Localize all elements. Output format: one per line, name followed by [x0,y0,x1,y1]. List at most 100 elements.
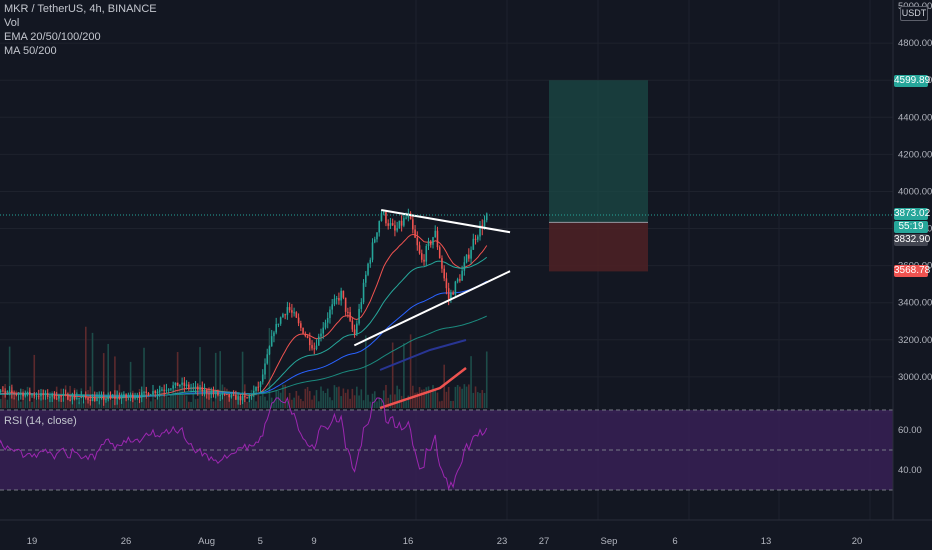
volume-bar [454,386,457,408]
volume-bar [152,392,154,408]
candle-body [40,393,42,397]
candle-body [293,312,295,314]
candle-body [302,327,304,334]
candle-body [360,302,363,309]
stop-zone [549,222,648,272]
candle-body [288,307,291,311]
price-tick-label: 4200.00 [898,149,932,160]
volume-bar [2,386,4,408]
indicator-ema[interactable]: EMA 20/50/100/200 [4,31,101,43]
volume-bar [351,388,354,408]
volume-bar [194,399,197,408]
candle-body [270,336,273,347]
currency-button[interactable]: USDT [900,6,928,21]
volume-bar [474,386,477,408]
indicator-ma[interactable]: MA 50/200 [4,45,57,57]
symbol-title[interactable]: MKR / TetherUS, 4h, BINANCE [4,3,157,15]
candle-body [154,391,157,394]
volume-bar [214,352,217,408]
volume-bar [127,396,130,408]
candle-body [226,393,228,395]
candle-body [474,238,477,240]
candle-body [158,390,161,392]
candle-body [282,314,284,318]
volume-bar [385,384,387,408]
volume-bar [367,394,369,408]
candle-body [55,398,58,400]
candle-body [174,382,177,386]
indicator-vol[interactable]: Vol [4,17,20,29]
candle-body [170,388,172,390]
price-tick-label: 4000.00 [898,186,932,197]
candle-body [241,395,244,401]
candle-body [210,392,213,395]
volume-bar [326,388,329,408]
candle-body [82,395,85,398]
chart-grid [0,0,893,520]
volume-bar [217,389,219,408]
volume-bar [192,393,195,408]
candle-body [416,237,419,246]
candle-body [300,323,302,328]
volume-bar [114,356,116,408]
candle-body [378,221,381,233]
candle-body [84,395,87,398]
triangle-trendlines[interactable] [353,209,511,347]
volume-bar [308,391,311,408]
volume-bar [78,401,80,408]
volume-bar [259,395,262,408]
volume-bar [297,395,300,408]
volume-bar [300,398,302,408]
volume-bar [342,388,345,408]
volume-bar [40,397,42,408]
candle-body [107,396,109,400]
volume-bar [295,390,298,408]
volume-bar [423,389,425,408]
volume-bar [481,390,484,408]
volume-bar [463,384,466,408]
volume-bar [286,401,289,408]
volume-bar [472,392,475,408]
candle-body [436,230,439,248]
volume-bar [311,399,313,408]
volume-bar [380,400,383,408]
candle-body [414,229,416,238]
candle-body [223,393,226,395]
candle-body [100,396,103,398]
volume-bar [252,394,255,408]
bar-countdown: 55:19 [894,221,928,233]
candle-body [167,389,170,391]
volume-bar [349,398,351,408]
volume-bar [111,399,114,408]
candle-body [42,393,45,396]
candle-body [80,397,83,399]
candle-body [244,395,246,398]
rsi-label[interactable]: RSI (14, close) [4,415,77,427]
candle-body [257,386,260,388]
candle-body [152,391,154,395]
time-tick-label: 9 [311,536,316,547]
volume-bar [91,332,94,408]
candle-body [268,346,271,355]
candle-body [409,213,412,220]
candle-body [468,254,470,259]
volume-bar [82,401,85,408]
volume-bar [102,353,105,408]
volume-bar [403,343,405,408]
candle-body [387,223,389,226]
candle-body [136,397,139,399]
volume-bar [149,401,152,408]
volume-bar [414,392,416,408]
candle-body [347,311,349,313]
candle-body [138,397,141,399]
long-position-tool[interactable] [549,80,648,272]
candle-body [472,238,475,250]
volume-bar [125,396,127,408]
candle-body [91,397,94,401]
volume-bar [219,351,221,408]
volume-bar [170,394,172,408]
candle-body [76,398,78,400]
candle-body [114,396,116,399]
candle-body [172,385,174,389]
